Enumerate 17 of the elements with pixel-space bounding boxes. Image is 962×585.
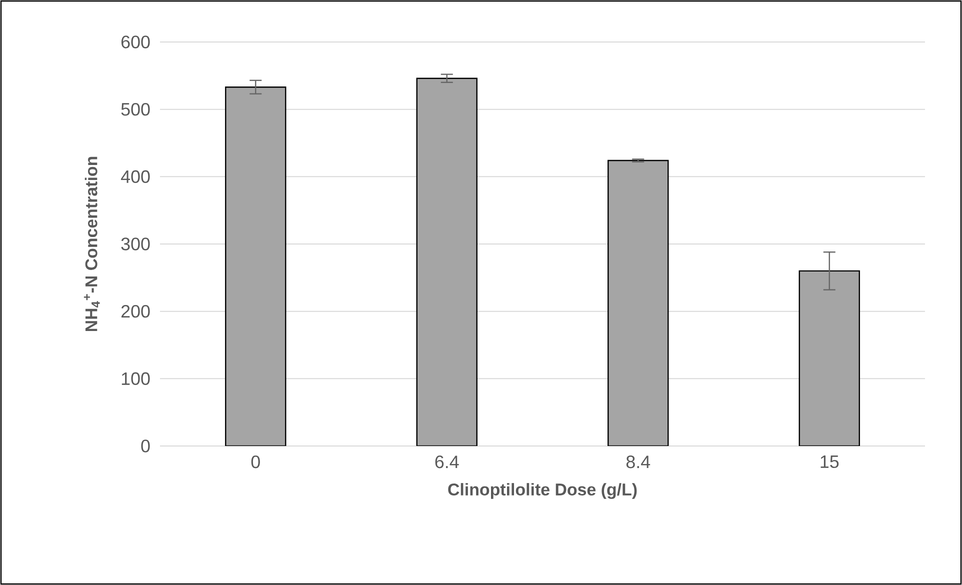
bar bbox=[225, 86, 286, 446]
y-tick-label: 400 bbox=[120, 170, 150, 184]
y-tick-label: 0 bbox=[141, 440, 150, 452]
y-axis-title: NH$_{4}$$^{+}$-N Concentration bbox=[84, 156, 100, 332]
x-tick-label: 6.4 bbox=[435, 456, 459, 468]
x-axis-title: Clinoptilolite Dose (g/L) bbox=[448, 483, 637, 499]
y-tick-label: 300 bbox=[121, 238, 150, 250]
y-tick-label: 200 bbox=[121, 304, 150, 318]
x-tick-label: 0 bbox=[251, 456, 260, 468]
y-tick-label: 600 bbox=[121, 36, 150, 48]
bar bbox=[416, 78, 478, 446]
x-tick-label: 8.4 bbox=[626, 456, 650, 468]
y-tick-label: 500 bbox=[121, 102, 150, 116]
x-tick-label: 15 bbox=[820, 456, 839, 468]
bar bbox=[798, 270, 860, 446]
y-tick-label: 100 bbox=[122, 372, 150, 386]
bar bbox=[608, 160, 669, 446]
